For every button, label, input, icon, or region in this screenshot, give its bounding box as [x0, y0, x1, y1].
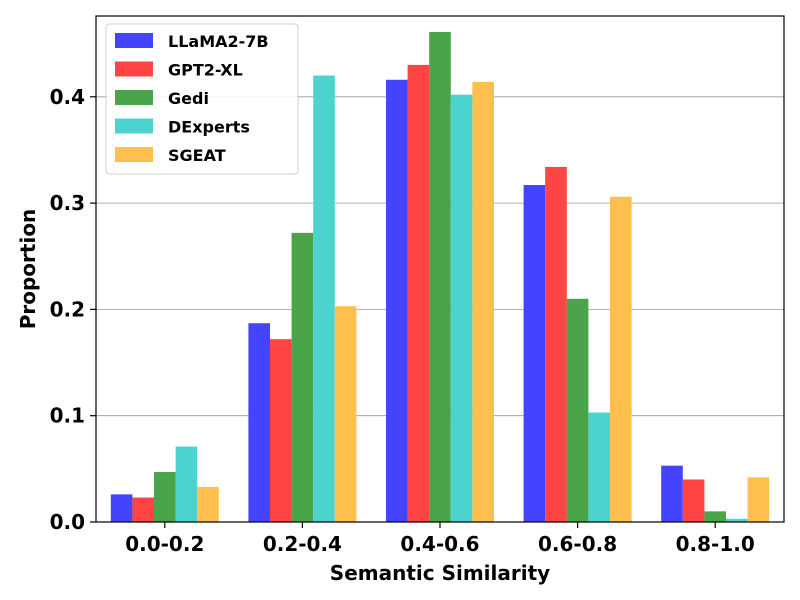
bar-sgeat-3 [610, 196, 632, 522]
legend-label: SGEAT [168, 146, 226, 165]
bar-dexperts-0 [175, 446, 198, 522]
x-axis-ticks: 0.0-0.2 0.2-0.4 0.4-0.6 0.6-0.8 0.8-1.0 [125, 522, 755, 556]
legend-swatch [115, 90, 153, 105]
y-tick-label: 0.4 [50, 85, 85, 109]
legend-label: LLaMA2-7B [168, 32, 269, 51]
bar-dexperts-3 [588, 412, 610, 522]
bar-gpt2-xl-2 [407, 64, 430, 522]
legend-box [105, 23, 299, 175]
x-tick-label: 0.8-1.0 [676, 532, 755, 556]
bar-sgeat-0 [197, 486, 219, 522]
bar-llama2-7b-1 [248, 323, 270, 522]
y-tick-label: 0.3 [50, 191, 85, 215]
bar-llama2-7b-0 [110, 494, 133, 522]
bar-dexperts-4 [726, 518, 748, 522]
legend-swatch [115, 118, 153, 134]
x-tick-label: 0.4-0.6 [400, 532, 479, 556]
x-tick-label: 0.6-0.8 [538, 532, 617, 556]
bar-dexperts-2 [450, 94, 473, 522]
bar-gedi-3 [566, 298, 589, 522]
y-tick-label: 0.1 [50, 404, 85, 428]
bar-gpt2-xl-1 [270, 339, 292, 522]
legend-swatch [115, 33, 153, 48]
bar-sgeat-2 [472, 81, 494, 522]
bar-sgeat-4 [747, 477, 770, 522]
bar-gpt2-xl-4 [682, 479, 705, 522]
x-tick-label: 0.0-0.2 [125, 532, 204, 556]
bar-llama2-7b-3 [523, 185, 546, 523]
legend-label: DExperts [168, 118, 250, 137]
bar-dexperts-1 [313, 75, 335, 522]
bar-gpt2-xl-0 [132, 497, 154, 522]
legend-swatch [115, 147, 153, 162]
x-axis-title: Semantic Similarity [330, 561, 550, 585]
bar-gedi-1 [291, 232, 314, 522]
y-axis-title: Proportion [16, 209, 40, 330]
bar-llama2-7b-4 [661, 465, 683, 522]
y-axis-ticks: 0.0 0.1 0.2 0.3 0.4 [50, 85, 96, 534]
x-tick-label: 0.2-0.4 [263, 532, 342, 556]
bars [110, 31, 770, 523]
bar-gedi-0 [154, 472, 176, 522]
legend-label: Gedi [168, 89, 209, 108]
y-tick-label: 0.2 [50, 297, 85, 321]
bar-llama2-7b-2 [386, 79, 408, 523]
y-tick-label: 0.0 [50, 510, 85, 534]
legend-label: GPT2-XL [168, 61, 243, 80]
bar-gpt2-xl-3 [545, 166, 567, 522]
bar-gedi-4 [704, 511, 726, 522]
bar-gedi-2 [429, 31, 451, 523]
bar-sgeat-1 [334, 306, 357, 522]
legend-swatch [115, 61, 153, 77]
legend: LLaMA2-7B GPT2-XL Gedi DExperts SGEAT [105, 23, 299, 175]
